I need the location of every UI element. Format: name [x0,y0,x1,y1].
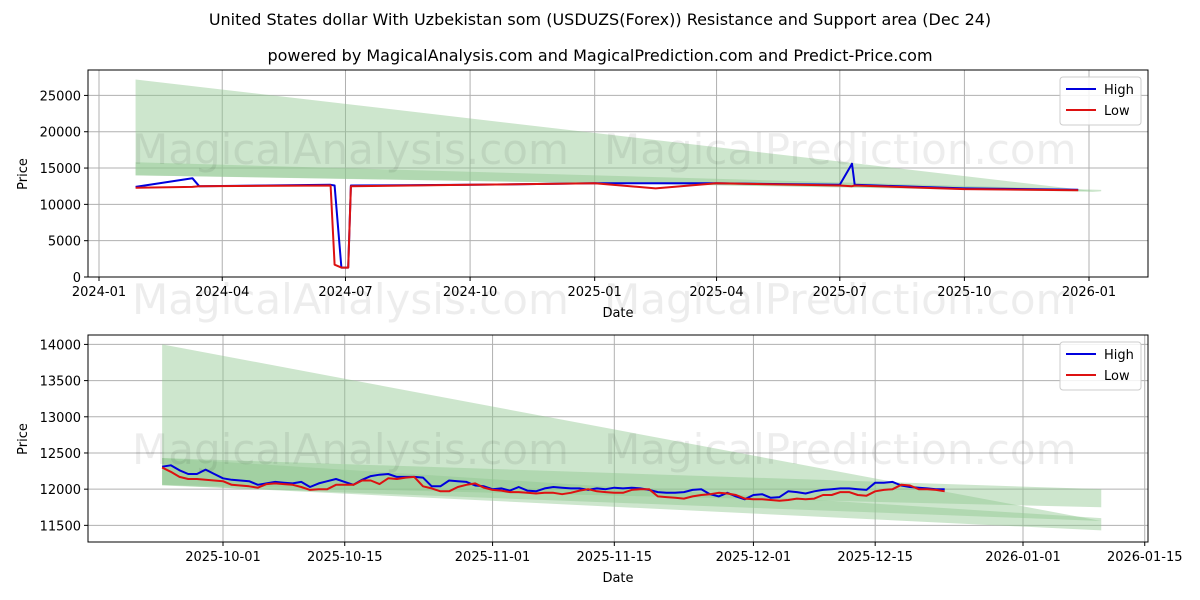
watermark-prediction-top: MagicalPrediction.com [604,125,1077,174]
y-tick-label: 12500 [40,447,81,462]
legend-low-label: Low [1104,369,1130,384]
x-tick-label: 2025-01 [568,285,622,300]
watermarks: MagicalAnalysis.com MagicalPrediction.co… [132,125,1077,474]
series-low-line [135,182,1079,269]
top-ticks: 2024-01 2024-04 2024-07 2024-10 2025-01 2025-… [40,89,1117,300]
y-tick-label: 0 [73,271,81,286]
bottom-x-axis-label: Date [602,571,633,586]
chart-title: United States dollar With Uzbekistan som… [208,10,992,29]
watermark-analysis-top: MagicalAnalysis.com [132,125,569,174]
y-tick-label: 12000 [40,483,81,498]
x-tick-label: 2024-10 [443,285,497,300]
watermark-prediction-bottom: MagicalPrediction.com [604,425,1077,474]
top-legend: High Low [1059,76,1142,126]
legend-high-label: High [1104,83,1134,98]
y-tick-label: 20000 [40,126,81,141]
x-tick-label: 2026-01-15 [1107,550,1183,565]
x-tick-label: 2024-01 [72,285,126,300]
bottom-ticks: 2025-10-01 2025-10-15 2025-11-01 2025-11-15… [40,338,1183,565]
x-tick-label: 2024-04 [195,285,249,300]
bottom-grid [88,335,1148,542]
top-chart: 2024-01 2024-04 2024-07 2024-10 2025-01 2025-… [16,69,1149,321]
y-tick-label: 14000 [40,338,81,353]
x-tick-label: 2025-07 [813,285,867,300]
bottom-axes-frame [87,334,1149,543]
bottom-lines [161,464,945,502]
x-tick-label: 2024-07 [318,285,372,300]
bottom-legend: High Low [1059,341,1142,391]
top-y-axis-label: Price [16,158,31,190]
x-tick-label: 2025-11-01 [455,550,531,565]
x-tick-label: 2025-12-01 [716,550,792,565]
top-x-axis-label: Date [602,306,633,321]
y-tick-label: 10000 [40,198,81,213]
chart-subtitle: powered by MagicalAnalysis.com and Magic… [267,46,933,65]
y-tick-label: 15000 [40,162,81,177]
series-low-line [161,466,945,502]
y-tick-label: 5000 [48,235,81,250]
band-area [135,79,1102,193]
y-tick-label: 11500 [40,519,81,534]
watermark-analysis-middle: MagicalAnalysis.com [132,275,569,324]
y-tick-label: 25000 [40,89,81,104]
x-tick-label: 2025-10-01 [185,550,261,565]
watermark-analysis-bottom: MagicalAnalysis.com [132,425,569,474]
x-tick-label: 2026-01-01 [985,550,1061,565]
series-high-line [161,464,945,501]
bottom-y-axis-label: Price [16,423,31,455]
top-axes-frame [87,69,1149,278]
x-tick-label: 2025-10 [937,285,991,300]
legend-low-label: Low [1104,104,1130,119]
x-tick-label: 2026-01 [1062,285,1116,300]
bottom-chart: 2025-10-01 2025-10-15 2025-11-01 2025-11-15… [16,334,1183,586]
x-tick-label: 2025-12-15 [837,550,913,565]
watermark-prediction-middle: MagicalPrediction.com [604,275,1077,324]
x-tick-label: 2025-04 [689,285,743,300]
legend-high-label: High [1104,348,1134,363]
x-tick-label: 2025-11-15 [577,550,653,565]
x-tick-label: 2025-10-15 [307,550,383,565]
y-tick-label: 13500 [40,375,81,390]
y-tick-label: 13000 [40,411,81,426]
top-lines [135,162,1079,269]
